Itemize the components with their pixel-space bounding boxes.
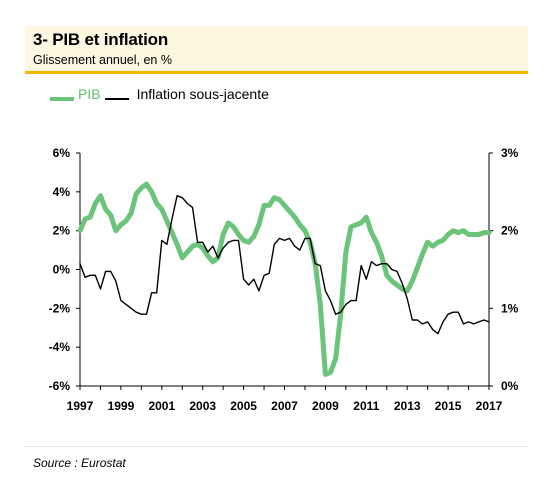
- y-left-tick-label: 2%: [53, 224, 71, 238]
- legend-label-inflation: Inflation sous-jacente: [136, 86, 269, 102]
- x-tick-label: 2003: [189, 399, 216, 413]
- chart-legend: PIB Inflation sous-jacente: [50, 86, 269, 102]
- x-tick-label: 1997: [67, 399, 94, 413]
- x-tick-label: 2005: [230, 399, 257, 413]
- divider: [25, 446, 528, 447]
- y-right-tick-label: 2%: [501, 224, 519, 238]
- chart-subtitle: Glissement annuel, en %: [33, 53, 172, 67]
- x-tick-label: 2017: [476, 399, 503, 413]
- series-line-pib: [77, 181, 492, 377]
- legend-swatch-pib: [50, 97, 74, 101]
- y-left-tick-label: 0%: [53, 263, 71, 277]
- series-line-inflation: [79, 195, 490, 335]
- y-right-tick-label: 3%: [501, 146, 519, 160]
- legend-item-pib: PIB: [50, 86, 101, 102]
- x-tick-label: 2013: [394, 399, 421, 413]
- x-tick-label: 2011: [353, 399, 379, 413]
- x-tick-label: 2009: [312, 399, 339, 413]
- x-tick-label: 2007: [271, 399, 298, 413]
- y-left-tick-label: 4%: [53, 185, 71, 199]
- x-tick-label: 2001: [148, 399, 175, 413]
- x-tick-label: 2015: [435, 399, 462, 413]
- x-tick-label: 1999: [108, 399, 135, 413]
- y-left-tick-label: 6%: [53, 146, 71, 160]
- y-left-tick-label: -6%: [49, 379, 71, 393]
- legend-swatch-inflation: [104, 98, 129, 100]
- y-left-tick-label: -2%: [49, 301, 71, 315]
- legend-label-pib: PIB: [78, 86, 101, 102]
- y-left-tick-label: -4%: [49, 340, 71, 354]
- legend-item-inflation: Inflation sous-jacente: [104, 86, 269, 102]
- chart-title: 3- PIB et inflation: [33, 30, 169, 49]
- source-note: Source : Eurostat: [33, 456, 126, 470]
- y-right-tick-label: 1%: [501, 301, 519, 315]
- y-right-tick-label: 0%: [501, 379, 519, 393]
- chart-header: 3- PIB et inflation Glissement annuel, e…: [25, 26, 528, 74]
